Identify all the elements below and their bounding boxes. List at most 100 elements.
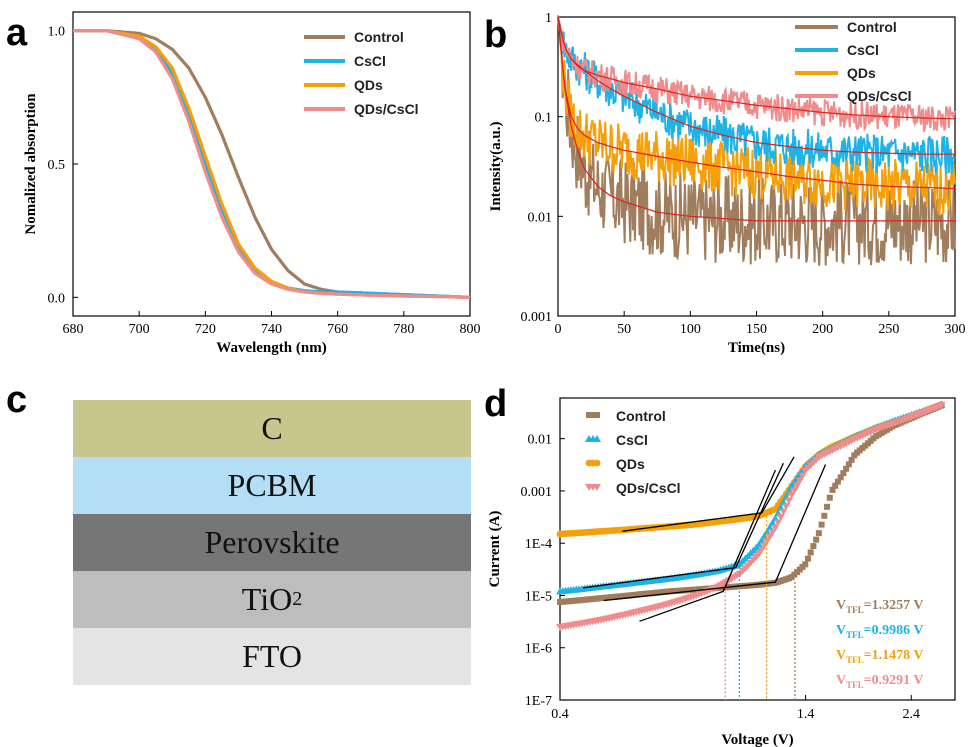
legend-label: CsCl	[616, 432, 648, 448]
data-point	[593, 459, 601, 467]
legend-label: QDs	[847, 65, 876, 81]
x-tick-label: 100	[680, 322, 701, 337]
series-line-control	[557, 15, 956, 266]
legend-marker	[585, 435, 601, 442]
vtfl-value-label: VTFL=1.3257 V	[836, 598, 923, 615]
panel-label-d: d	[484, 383, 507, 425]
x-tick-label: 200	[812, 322, 833, 337]
layer-tio2: TiO 2	[73, 571, 471, 628]
vtfl-symbol: V	[836, 648, 846, 663]
data-point	[840, 470, 847, 477]
y-tick-label: 0.01	[528, 433, 553, 448]
data-point	[829, 486, 836, 493]
panel-label-a: a	[6, 12, 28, 54]
x-axis-label: Time(ns)	[728, 340, 785, 356]
fit-line	[639, 469, 776, 622]
data-point	[763, 527, 772, 535]
data-point	[776, 514, 785, 522]
legend-marker	[586, 412, 600, 418]
data-point	[586, 412, 592, 418]
data-point	[821, 512, 828, 519]
y-tick-label: 1E-5	[525, 589, 552, 604]
data-point	[771, 524, 780, 532]
y-tick-label: 1.0	[48, 25, 66, 40]
y-axis-label: Intensity(a.u.)	[488, 121, 504, 211]
fit-line	[603, 464, 827, 602]
vtfl-value: =1.1478 V	[864, 648, 924, 663]
data-point	[768, 529, 777, 537]
x-tick-label: 760	[327, 322, 348, 337]
data-point	[795, 477, 804, 485]
data-point	[793, 482, 802, 490]
data-point	[837, 474, 844, 481]
data-point	[765, 523, 774, 531]
x-tick-label: 780	[393, 322, 414, 337]
data-point	[810, 543, 817, 550]
data-point	[843, 465, 850, 472]
data-point	[768, 518, 777, 526]
layer-fto-label: FTO	[242, 638, 302, 674]
data-point	[782, 503, 791, 511]
data-point	[832, 482, 839, 489]
data-point	[848, 456, 855, 463]
data-point	[779, 508, 788, 516]
layer-pcbm-label: PCBM	[227, 467, 317, 503]
data-point	[754, 540, 763, 548]
x-tick-label: 680	[63, 322, 84, 337]
vtfl-value: =1.3257 V	[864, 598, 924, 613]
fit-line	[557, 16, 955, 155]
data-point	[760, 542, 769, 550]
data-point	[773, 519, 782, 527]
x-tick-label: 1.4	[797, 707, 815, 722]
fit-line	[557, 16, 956, 120]
y-tick-label: 1E-6	[525, 642, 552, 657]
data-point	[754, 550, 763, 558]
y-tick-label: 0.01	[528, 210, 553, 225]
x-tick-label: 2.4	[903, 707, 921, 722]
x-tick-label: 800	[460, 322, 481, 337]
data-point	[815, 530, 822, 537]
y-tick-label: 1	[545, 11, 552, 26]
legend-label: QDs/CsCl	[354, 101, 419, 117]
vtfl-subscript: TFL	[846, 680, 864, 690]
x-tick-label: 50	[617, 322, 631, 337]
vtfl-subscript: TFL	[846, 630, 864, 640]
fit-line	[557, 16, 956, 190]
data-point	[937, 402, 946, 410]
legend-label: CsCl	[354, 53, 386, 69]
layer-perovskite-label: Perovskite	[204, 524, 340, 560]
y-tick-label: 0.001	[521, 485, 553, 500]
data-point	[807, 549, 814, 556]
data-point	[802, 561, 809, 568]
data-point	[787, 482, 796, 490]
legend-label: QDs/CsCl	[616, 480, 681, 496]
vtfl-subscript: TFL	[846, 605, 864, 615]
data-point	[765, 533, 774, 541]
data-point	[784, 497, 793, 505]
vtfl-subscript: TFL	[846, 655, 864, 665]
data-point	[590, 412, 596, 418]
fit-line	[583, 462, 784, 589]
x-tick-label: 300	[945, 322, 966, 337]
layer-fto: FTO	[73, 628, 471, 685]
y-axis-label: Nomalized absorption	[23, 93, 39, 235]
legend-label: QDs/CsCl	[847, 88, 912, 104]
vtfl-symbol: V	[836, 623, 846, 638]
panel-d-sclc-chart: 0.4 1.4 2.4 1E-7 1E-6 1E-5 1E-4 0.001 0.01 Voltag…	[487, 397, 956, 747]
vtfl-symbol: V	[836, 598, 846, 613]
x-tick-label: 700	[129, 322, 150, 337]
legend-marker	[585, 459, 601, 467]
x-tick-label: 740	[261, 322, 282, 337]
y-tick-label: 0.5	[48, 158, 66, 173]
y-tick-label: 0.0	[48, 291, 66, 306]
x-axis-label: Wavelength (nm)	[216, 340, 326, 356]
layer-perovskite: Perovskite	[73, 514, 471, 571]
plot-frame	[559, 397, 956, 701]
panel-b-trpl-chart: 0 50 100 150 200 250 300 0.001 0.01 0.1 1 Time(ns) I…	[488, 11, 966, 356]
y-tick-label: 0.001	[521, 310, 553, 325]
fit-line	[557, 16, 955, 222]
data-point	[798, 472, 807, 480]
legend-label: QDs	[616, 456, 645, 472]
data-point	[826, 494, 833, 501]
panel-a-absorption-chart: 680 700 720 740 760 780 800 0.0 0.5 1.0 Wavelength…	[23, 11, 481, 356]
